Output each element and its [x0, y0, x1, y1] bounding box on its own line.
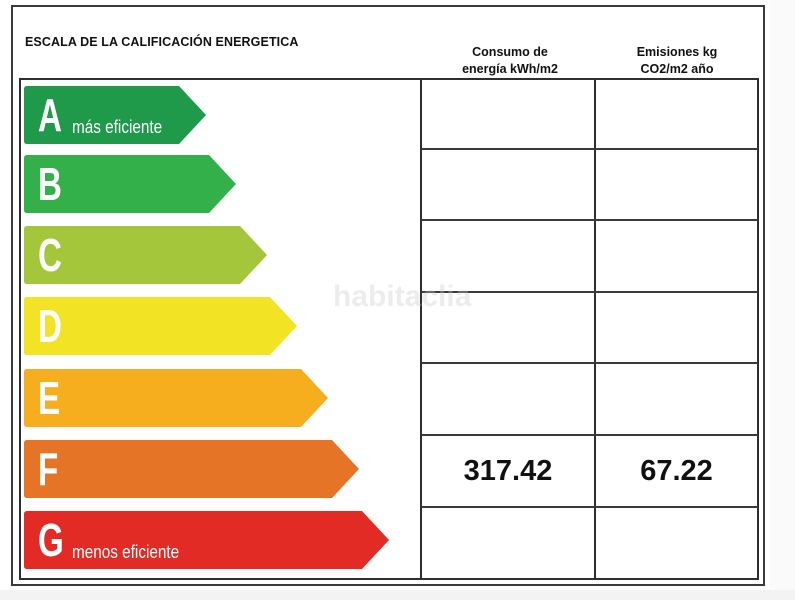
- column-header-consumo: Consumo de energía kWh/m2: [430, 44, 590, 78]
- cell-consumo-b: [422, 150, 594, 219]
- row-divider: [421, 148, 758, 150]
- rating-bar-a: A más eficiente: [24, 86, 207, 144]
- cell-consumo-c: [422, 221, 594, 291]
- arrow-shape-icon: [24, 86, 206, 144]
- rating-letter: B: [38, 158, 62, 210]
- column-header-emisiones-line2: CO2/m2 año: [640, 62, 714, 76]
- rating-bar-f: F: [24, 440, 360, 498]
- cell-consumo-d: [422, 293, 594, 362]
- cell-consumo-a: [422, 80, 594, 148]
- chart-title: ESCALA DE LA CALIFICACIÓN ENERGETICA: [25, 35, 299, 49]
- rating-letter: A: [38, 89, 62, 141]
- column-header-emisiones: Emisiones kg CO2/m2 año: [598, 44, 756, 78]
- column-header-emisiones-line1: Emisiones kg: [636, 45, 718, 59]
- watermark: habitaclia: [333, 280, 472, 313]
- arrow-shape-icon: [24, 440, 359, 498]
- column-header-consumo-line1: Consumo de: [472, 45, 548, 59]
- cell-consumo-e: [422, 364, 594, 434]
- rating-bar-e: E: [24, 369, 329, 427]
- row-divider: [421, 362, 758, 364]
- rating-letter: E: [38, 372, 61, 424]
- rating-bar-d: D: [24, 297, 298, 355]
- column-divider-1: [420, 78, 422, 580]
- row-divider: [421, 506, 758, 508]
- cell-consumo-g: [422, 508, 594, 578]
- rating-letter: F: [38, 443, 59, 495]
- column-header-consumo-line2: energía kWh/m2: [462, 62, 558, 76]
- cell-emisiones-b: [596, 150, 757, 219]
- rating-bar-b: B: [24, 155, 237, 213]
- rating-table: [19, 78, 759, 580]
- cell-emisiones-a: [596, 80, 757, 148]
- cell-emisiones-e: [596, 364, 757, 434]
- rating-bar-c: C: [24, 226, 268, 284]
- cell-consumo-f: 317.42: [463, 454, 553, 487]
- row-divider: [421, 434, 758, 436]
- arrow-shape-icon: [24, 369, 328, 427]
- arrow-shape-icon: [24, 297, 297, 355]
- rating-sublabel: más eficiente: [72, 117, 163, 137]
- cell-emisiones-g: [596, 508, 757, 578]
- cell-emisiones-d: [596, 293, 757, 362]
- rating-sublabel: menos eficiente: [72, 542, 180, 562]
- page-margin-right: [770, 0, 795, 590]
- arrow-shape-icon: [24, 511, 389, 569]
- column-divider-2: [594, 78, 596, 580]
- arrow-shape-icon: [24, 155, 236, 213]
- rating-letter: D: [38, 300, 62, 352]
- row-divider: [421, 291, 758, 293]
- page-margin-bottom: [0, 590, 795, 600]
- rating-letter: G: [38, 514, 64, 566]
- rating-bar-g: G menos eficiente: [24, 511, 390, 569]
- arrow-shape-icon: [24, 226, 267, 284]
- cell-emisiones-f: 67.22: [640, 454, 713, 487]
- rating-letter: C: [38, 229, 62, 281]
- cell-emisiones-c: [596, 221, 757, 291]
- row-divider: [421, 219, 758, 221]
